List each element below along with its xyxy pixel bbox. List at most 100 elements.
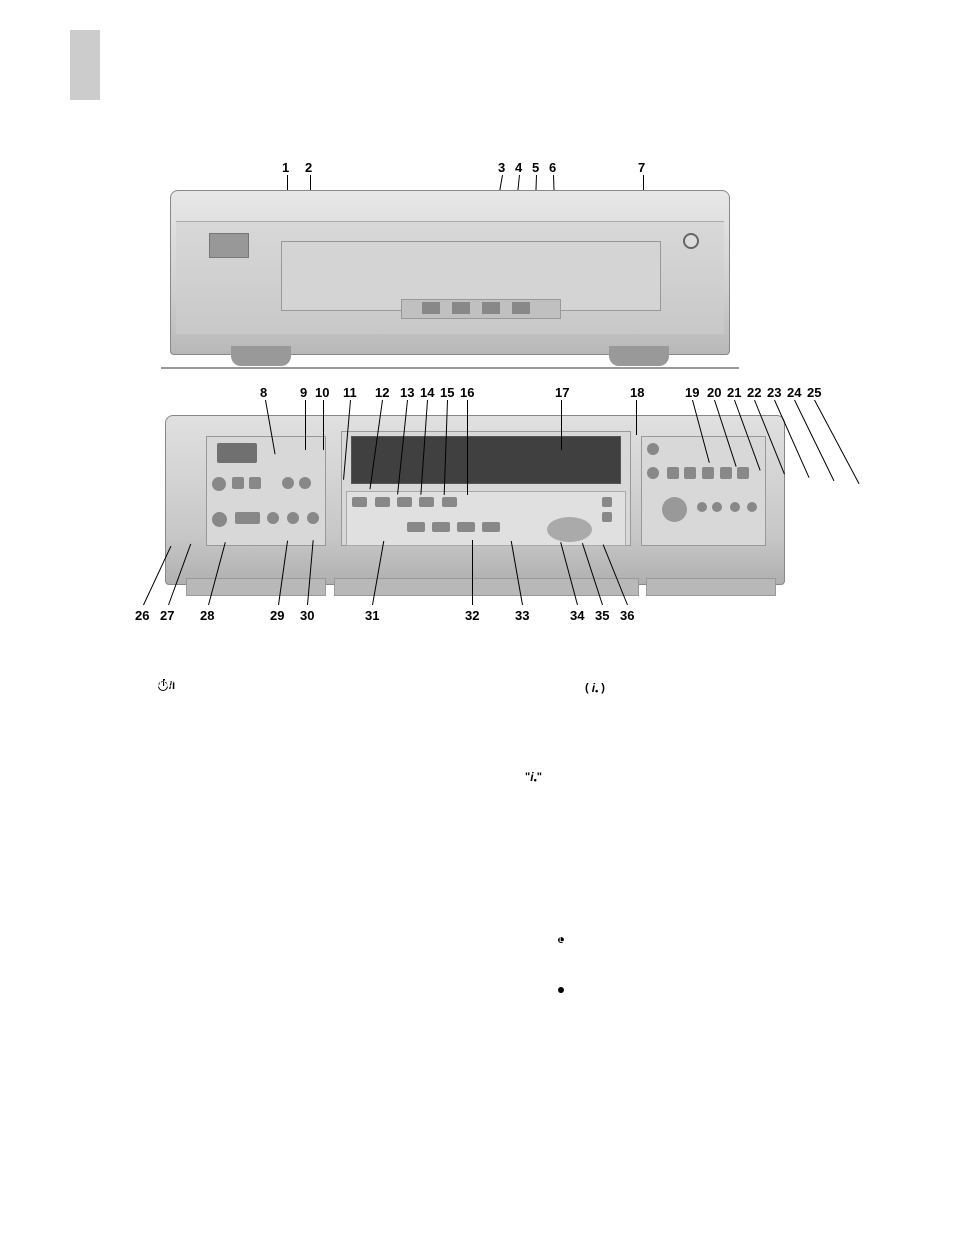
callout-1: 1 — [282, 160, 289, 175]
btn — [702, 467, 714, 479]
bullet-icon — [558, 985, 570, 997]
callout-30: 30 — [300, 608, 314, 623]
callout-10: 10 — [315, 385, 329, 400]
leader — [814, 400, 859, 484]
legend-columns: 1 POWER button 2 POWER switch 3 DV/HDV ind… — [100, 660, 874, 966]
jack — [747, 502, 757, 512]
jack — [232, 477, 244, 489]
jack — [697, 502, 707, 512]
jack — [282, 477, 294, 489]
callout-35: 35 — [595, 608, 609, 623]
indicator-row — [401, 299, 561, 319]
btn — [602, 512, 612, 522]
callout-31: 31 — [365, 608, 379, 623]
switch — [235, 512, 260, 524]
jack — [647, 467, 659, 479]
foot — [231, 346, 291, 366]
device-top-view — [170, 190, 730, 355]
legend-entry: 5 REC indicator — [100, 728, 480, 743]
indicator — [452, 302, 470, 314]
callout-24: 24 — [787, 385, 801, 400]
callout-18: 18 — [630, 385, 644, 400]
open-close-button — [683, 233, 699, 249]
legend-entry: 25 LANC jack — [500, 762, 870, 777]
right-panel — [641, 436, 766, 546]
legend-entry: 33 AUDIO MONITOR button — [500, 898, 870, 913]
callout-20: 20 — [707, 385, 721, 400]
legend-entry: 17 Display window — [100, 932, 480, 947]
callout-15: 15 — [440, 385, 454, 400]
callout-8: 8 — [260, 385, 267, 400]
legend-entry: 14 COPY button — [100, 881, 480, 896]
callout-12: 12 — [375, 385, 389, 400]
jack — [712, 502, 722, 512]
jack — [267, 512, 279, 524]
legend-entry: 28 LINE-OUT/LINE-I jacks — [500, 813, 870, 828]
base — [161, 367, 739, 369]
legend-entry: 32 Control buttons — [500, 881, 870, 896]
left-panel — [206, 436, 326, 546]
legend-entry: 6 MASTER indicator — [100, 745, 480, 760]
power-badge — [209, 233, 249, 258]
legend-entry: 2 POWER switch — [100, 677, 480, 692]
jack — [249, 477, 261, 489]
btn — [407, 522, 425, 532]
legend-entry: 12 NR ON/OFF switch — [100, 847, 480, 862]
btn — [457, 522, 475, 532]
btn — [684, 467, 696, 479]
btn — [482, 522, 500, 532]
btn — [419, 497, 434, 507]
legend-entry: 3 DV/HDV indicator — [100, 694, 480, 709]
callout-9: 9 — [300, 385, 307, 400]
callout-17: 17 — [555, 385, 569, 400]
legend-entry: 23 AUDIO INPUT jacks — [500, 728, 870, 743]
legend-entry: 27 PLAY button — [500, 796, 870, 811]
callout-19: 19 — [685, 385, 699, 400]
callout-3: 3 — [498, 160, 505, 175]
leader — [636, 400, 637, 435]
device-open-view — [165, 415, 785, 585]
callout-36: 36 — [620, 608, 634, 623]
legend-entry: 16 MENU button — [100, 915, 480, 930]
leader — [323, 400, 324, 450]
leader — [561, 400, 562, 450]
btn — [375, 497, 390, 507]
callout-25: 25 — [807, 385, 821, 400]
legend-entry: 13 DISPLAY button — [100, 864, 480, 879]
jack — [730, 502, 740, 512]
callout-4: 4 — [515, 160, 522, 175]
legend-entry: 15 TIMER button — [100, 898, 480, 913]
foot — [609, 346, 669, 366]
callout-16: 16 — [460, 385, 474, 400]
leader — [305, 400, 306, 450]
btn — [720, 467, 732, 479]
display-window — [351, 436, 621, 484]
legend-entry: 20 RESET button — [500, 677, 870, 692]
legend-entry: 19 DV IN/OUT jack (i.LINK) — [500, 660, 870, 675]
legend-entry: 29 HDV/DV button — [500, 830, 870, 845]
btn — [442, 497, 457, 507]
btn — [352, 497, 367, 507]
indicator — [482, 302, 500, 314]
legend-entry: 4 PAUSE indicator — [100, 711, 480, 726]
legend-entry: 26 REC button — [500, 779, 870, 794]
callout-23: 23 — [767, 385, 781, 400]
power-sw — [217, 443, 257, 463]
leader — [794, 400, 834, 481]
section-title: INDEX — [120, 55, 163, 71]
leader — [472, 540, 473, 605]
control-area — [346, 491, 626, 546]
callout-29: 29 — [270, 608, 284, 623]
leader — [467, 400, 468, 495]
dial — [662, 497, 687, 522]
btn — [737, 467, 749, 479]
page-tab — [70, 30, 100, 100]
callout-27: 27 — [160, 608, 174, 623]
open-btn — [647, 443, 659, 455]
legend-entry: 1 POWER button — [100, 660, 480, 675]
legend-entry: 9 REMOTE switch — [100, 796, 480, 811]
jack — [299, 477, 311, 489]
callout-13: 13 — [400, 385, 414, 400]
btn — [667, 467, 679, 479]
legend-entry: 8 i SOURCE button — [100, 779, 480, 794]
